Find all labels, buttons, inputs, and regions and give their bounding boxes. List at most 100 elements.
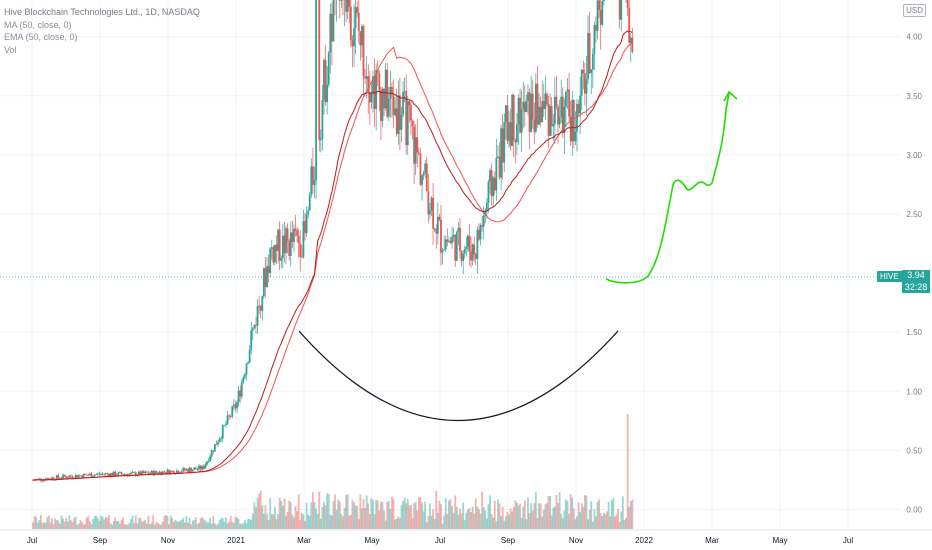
volume-bar	[489, 495, 491, 529]
volume-bar	[293, 517, 295, 529]
volume-bar	[179, 520, 181, 529]
last-price-tag: 3.94 32:28	[902, 270, 930, 293]
volume-bar	[459, 508, 461, 529]
volume-bar	[89, 521, 91, 529]
candle	[285, 225, 287, 265]
volume-bar	[367, 503, 370, 529]
volume-bar	[626, 414, 629, 529]
candle	[375, 63, 378, 131]
candle	[95, 473, 98, 476]
candle	[441, 247, 444, 265]
candle	[506, 94, 509, 145]
volume-bar	[629, 501, 632, 529]
volume-bar	[625, 517, 627, 529]
volume-bar	[125, 524, 128, 529]
volume-bar	[443, 515, 446, 529]
volume-bar	[620, 511, 623, 529]
x-tick-label: Nov	[161, 536, 175, 545]
volume-bar	[236, 517, 238, 529]
volume-bar	[530, 503, 533, 529]
volume-bar	[115, 521, 118, 529]
volume-bar	[82, 524, 85, 529]
volume-bar	[334, 494, 336, 529]
legend-ma[interactable]: MA (50, close, 0)	[4, 19, 72, 30]
candle	[336, 0, 337, 22]
legend-ema[interactable]: EMA (50, close, 0)	[4, 32, 78, 42]
volume-bar	[68, 515, 71, 529]
candle	[362, 24, 365, 98]
volume-bar	[468, 507, 471, 529]
candle	[93, 474, 96, 478]
volume-bar	[329, 514, 332, 529]
volume-bar	[198, 522, 200, 529]
candle	[275, 235, 278, 264]
candle	[433, 227, 436, 232]
candle	[443, 235, 446, 251]
volume-bar	[400, 505, 403, 529]
candle	[204, 462, 207, 469]
volume-bar	[406, 499, 409, 529]
candle	[106, 472, 109, 476]
candle	[351, 35, 354, 68]
candle	[516, 113, 518, 155]
countdown: 32:28	[904, 281, 928, 292]
candle	[398, 77, 401, 151]
candle	[326, 66, 329, 115]
candle	[405, 74, 408, 155]
volume-bar	[264, 505, 267, 529]
volume-bar	[315, 508, 317, 529]
candle	[580, 68, 583, 110]
volume-bar	[631, 499, 634, 529]
candle	[329, 3, 332, 74]
volume-bar	[40, 515, 42, 529]
volume-bar	[152, 515, 155, 529]
volume-bar	[270, 514, 273, 529]
legend-vol[interactable]: Vol	[4, 44, 17, 55]
volume-bar	[141, 521, 144, 529]
volume-bar	[108, 515, 110, 529]
candle	[229, 414, 232, 419]
candle	[444, 235, 447, 253]
volume-bar	[380, 501, 382, 529]
volume-bar	[413, 503, 416, 529]
volume-bar	[111, 524, 113, 529]
candle	[191, 469, 194, 472]
candle	[255, 316, 257, 334]
volume-bar	[228, 521, 230, 529]
volume-bar	[144, 519, 147, 529]
volume-bar	[531, 510, 534, 529]
volume-bar	[318, 491, 321, 529]
volume-bar	[103, 519, 106, 529]
volume-bar	[258, 493, 261, 529]
candle	[566, 78, 569, 109]
volume-bar	[527, 497, 529, 529]
currency-button[interactable]: USD	[903, 4, 926, 17]
candle	[588, 11, 591, 75]
volume-bar	[569, 493, 572, 529]
volume-bar	[596, 501, 599, 529]
volume-bar	[582, 506, 585, 529]
candle	[582, 60, 585, 90]
volume-bar	[602, 512, 605, 529]
volume-bar	[119, 523, 121, 529]
candle	[177, 470, 180, 474]
candle	[209, 453, 212, 462]
candle	[289, 221, 292, 267]
volume-bar	[77, 523, 80, 529]
volume-bar	[617, 508, 620, 529]
volume-bar	[248, 518, 251, 529]
candle	[380, 86, 382, 141]
candle	[593, 21, 596, 71]
volume-bar	[378, 510, 381, 529]
candle	[251, 326, 254, 340]
candle	[155, 470, 158, 474]
volume-bar	[256, 497, 259, 529]
candle	[425, 156, 428, 192]
grid-lines	[0, 0, 900, 530]
volume-bar	[155, 521, 158, 529]
candle	[92, 475, 94, 477]
volume-bar	[220, 518, 223, 529]
volume-bar	[300, 512, 303, 529]
volume-bar	[514, 500, 517, 529]
